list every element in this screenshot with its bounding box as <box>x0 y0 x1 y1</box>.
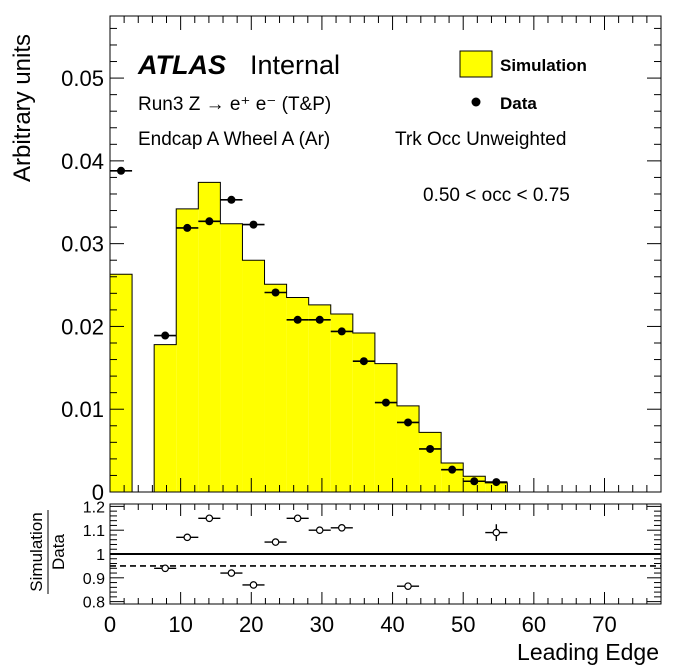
ratio-point <box>183 533 192 542</box>
simulation-bar <box>264 284 287 492</box>
simulation-bar <box>110 274 133 492</box>
ratio-point <box>227 569 236 577</box>
ratio-point <box>337 524 346 532</box>
x-tick-label: 0 <box>104 612 116 637</box>
data-point <box>183 223 192 232</box>
ratio-y-tick-label: 1 <box>96 547 105 564</box>
data-point <box>337 327 346 336</box>
data-point <box>404 418 413 427</box>
legend-data-label: Data <box>500 94 537 113</box>
data-point <box>470 477 479 486</box>
simulation-bar <box>154 344 177 492</box>
y-tick-label: 0.05 <box>61 66 104 91</box>
data-point <box>293 315 302 324</box>
main-panel: 0 0.01 0.02 0.03 0.04 0.05 Arbitrary units ATLA… <box>9 15 662 505</box>
ratio-point <box>293 514 302 523</box>
data-point <box>227 195 236 204</box>
region-label: Endcap A Wheel A (Ar) <box>138 129 330 150</box>
x-tick-label: 20 <box>239 612 263 637</box>
x-tick-label: 60 <box>522 612 546 637</box>
data-point <box>271 288 280 297</box>
ratio-point <box>492 528 501 537</box>
data-point <box>448 465 457 474</box>
ratio-y-label: Simulation Data <box>27 510 68 594</box>
process-label: Run3 Z → e⁺ e⁻ (T&P) <box>138 94 331 115</box>
simulation-bar <box>419 432 442 492</box>
data-point <box>359 357 368 366</box>
x-tick-label: 40 <box>380 612 404 637</box>
legend-simulation-swatch <box>459 50 493 78</box>
ratio-point <box>161 564 169 573</box>
legend-simulation-label: Simulation <box>500 56 587 75</box>
legend-data-marker <box>471 97 481 107</box>
ratio-y-tick-label: 0.8 <box>83 595 105 612</box>
y-tick-label: 0.04 <box>61 149 104 174</box>
internal-label: Internal <box>250 50 340 80</box>
ratio-y-label-numerator: Simulation <box>27 512 46 591</box>
simulation-bar <box>396 405 420 492</box>
x-tick-label: 30 <box>310 612 334 637</box>
simulation-bar <box>330 314 353 492</box>
y-tick-label: 0.01 <box>61 397 104 422</box>
ratio-point <box>205 514 214 523</box>
y-tick-label: 0.02 <box>61 314 104 339</box>
data-point <box>381 398 390 407</box>
ratio-y-tick-label: 1.2 <box>83 499 105 516</box>
simulation-bar <box>308 304 331 492</box>
simulation-bar <box>485 482 508 492</box>
simulation-bar <box>374 363 397 492</box>
ratio-y-label-denominator: Data <box>49 534 68 570</box>
ratio-point <box>404 582 412 590</box>
data-point <box>205 217 214 226</box>
y-tick-label: 0.03 <box>61 232 104 257</box>
simulation-bar <box>198 182 221 492</box>
simulation-bar <box>220 223 243 492</box>
ratio-y-tick-label: 0.9 <box>83 571 105 588</box>
ratio-point <box>249 581 258 589</box>
ratio-point <box>271 538 280 546</box>
data-point <box>117 166 126 175</box>
simulation-bar <box>176 208 199 492</box>
data-point <box>492 478 501 487</box>
data-point <box>426 444 435 453</box>
simulation-bar <box>286 297 309 492</box>
simulation-outline <box>109 181 508 493</box>
occupancy-cut-label: 0.50 < occ < 0.75 <box>423 185 570 206</box>
ratio-point <box>315 526 324 534</box>
x-tick-label: 50 <box>451 612 475 637</box>
main-frame <box>109 15 662 493</box>
x-tick-label: 10 <box>168 612 192 637</box>
data-point <box>315 315 324 324</box>
x-axis-label: Leading Edge <box>517 639 659 665</box>
simulation-bar <box>242 260 265 492</box>
simulation-bar <box>352 333 375 492</box>
atlas-label: ATLAS <box>137 50 226 80</box>
x-tick-label: 70 <box>592 612 616 637</box>
data-point <box>249 220 258 229</box>
y-tick-label: 0 <box>92 480 104 505</box>
y-axis-label: Arbitrary units <box>9 34 36 182</box>
weighting-label: Trk Occ Unweighted <box>395 129 566 150</box>
data-point <box>161 331 170 340</box>
ratio-y-tick-label: 1.1 <box>83 523 105 540</box>
